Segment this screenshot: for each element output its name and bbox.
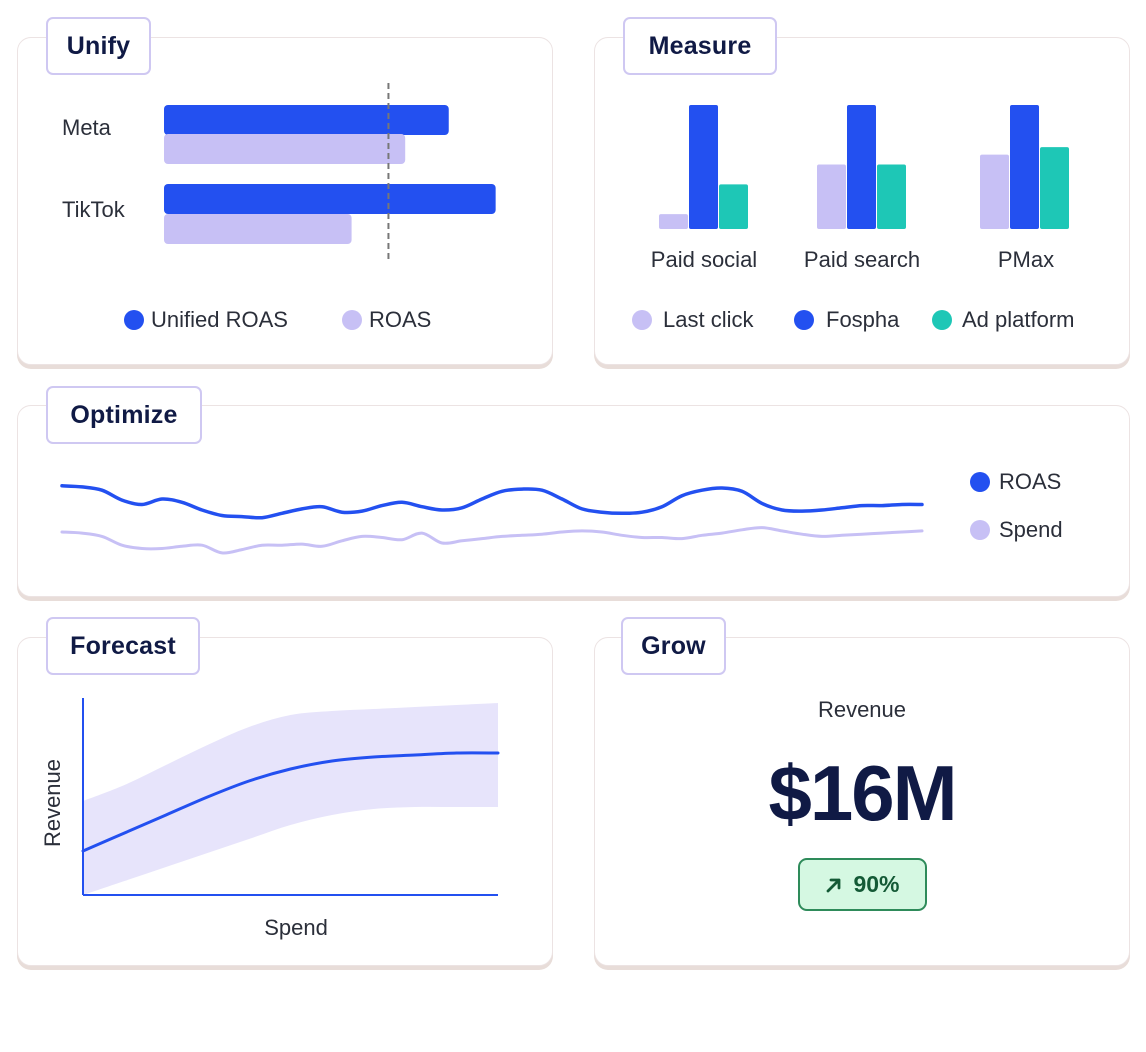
grow-card <box>594 637 1130 966</box>
measure-bar-paid-social-fospha <box>689 105 718 229</box>
unify-bar-meta-roas <box>164 134 406 164</box>
legend-dot-optimize-roas <box>970 472 990 492</box>
legend-label-ad-platform: Ad platform <box>962 307 1075 332</box>
measure-bar-paid-social-ad-platform <box>719 184 748 229</box>
legend-dot-roas <box>342 310 362 330</box>
measure-bar-paid-social-last-click <box>659 214 688 229</box>
measure-category-label-1: Paid search <box>803 247 921 272</box>
measure-bar-paid-search-fospha <box>847 105 876 229</box>
grow-change-badge: 90% <box>798 858 927 911</box>
unify-category-label-1: TikTok <box>62 197 125 222</box>
measure-category-label-2: PMax <box>997 247 1055 272</box>
forecast-curve <box>81 751 500 853</box>
forecast-confidence-band <box>83 703 498 895</box>
forecast-y-axis-label: Revenue <box>40 758 65 848</box>
measure-chart <box>659 105 1069 229</box>
measure-title: Measure <box>623 17 777 75</box>
legend-dot-ad-platform <box>932 310 952 330</box>
forecast-chart <box>81 698 500 896</box>
forecast-title: Forecast <box>46 617 200 675</box>
legend-label-optimize-roas: ROAS <box>999 469 1062 494</box>
unify-chart <box>164 83 496 260</box>
optimize-title: Optimize <box>46 386 202 444</box>
legend-label-spend: Spend <box>999 517 1063 542</box>
optimize-line-roas <box>60 484 924 520</box>
forecast-x-axis-label: Spend <box>264 915 328 940</box>
unify-bar-meta-unified-roas <box>164 105 449 135</box>
legend-label-fospha: Fospha <box>826 307 900 332</box>
arrow-up-right-icon <box>825 876 843 894</box>
measure-bar-paid-search-ad-platform <box>877 164 906 229</box>
unify-bar-tiktok-roas <box>164 214 352 244</box>
unify-category-label-0: Meta <box>62 115 111 140</box>
optimize-chart <box>60 484 924 555</box>
unify-title: Unify <box>46 17 151 75</box>
optimize-card <box>17 405 1130 597</box>
grow-change-value: 90% <box>853 871 900 897</box>
grow-revenue-value: $16M <box>768 749 957 837</box>
measure-bar-paid-search-last-click <box>817 164 846 229</box>
legend-dot-spend <box>970 520 990 540</box>
legend-dot-unified-roas <box>124 310 144 330</box>
legend-dot-last-click <box>632 310 652 330</box>
grow-revenue-label: Revenue <box>817 697 907 722</box>
legend-label-roas: ROAS <box>369 307 432 332</box>
legend-dot-fospha <box>794 310 814 330</box>
legend-label-last-click: Last click <box>663 307 754 332</box>
grow-title: Grow <box>621 617 726 675</box>
measure-category-label-0: Paid social <box>650 247 758 272</box>
measure-bar-pmax-last-click <box>980 154 1009 229</box>
measure-bar-pmax-fospha <box>1010 105 1039 229</box>
legend-label-unified-roas: Unified ROAS <box>151 307 288 332</box>
measure-bar-pmax-ad-platform <box>1040 147 1069 229</box>
optimize-line-spend <box>60 526 924 555</box>
unify-bar-tiktok-unified-roas <box>164 184 496 214</box>
